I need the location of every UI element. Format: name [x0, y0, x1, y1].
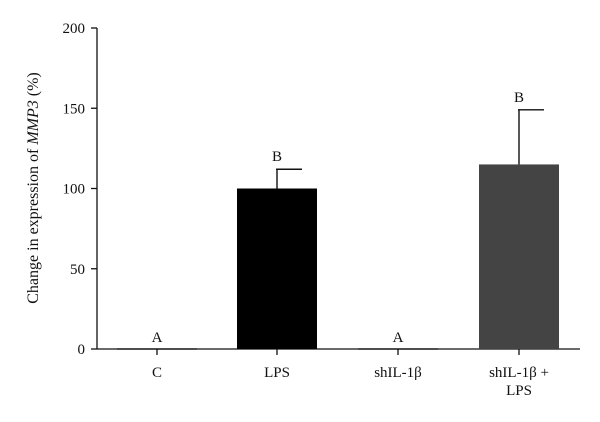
- bar: [117, 348, 197, 350]
- x-tick-label-line: shIL-1β +: [489, 365, 549, 381]
- significance-letter: A: [152, 330, 163, 346]
- x-tick-label: C: [152, 365, 162, 381]
- y-tick-label: 50: [70, 262, 85, 278]
- significance-letter: B: [272, 149, 282, 165]
- bar: [479, 164, 559, 349]
- y-axis-label-prefix: Change in expression of: [25, 145, 42, 304]
- bar: [237, 188, 317, 349]
- y-axis-label: Change in expression of MMP3 (%): [25, 72, 42, 304]
- x-tick-label-line: LPS: [264, 365, 290, 381]
- x-tick-label: shIL-1β: [374, 365, 422, 381]
- significance-letter: A: [393, 330, 404, 346]
- x-tick-label: shIL-1β + LPS: [489, 365, 549, 399]
- y-tick-label: 150: [63, 101, 86, 117]
- y-tick-label: 100: [63, 182, 86, 198]
- y-axis-label-gene: MMP3: [25, 100, 42, 145]
- y-tick-label: 200: [63, 21, 86, 37]
- y-axis-label-suffix: (%): [25, 72, 42, 100]
- x-tick-label-line: C: [152, 365, 162, 381]
- x-tick-label-line: LPS: [506, 383, 532, 399]
- significance-letter: B: [514, 90, 524, 106]
- x-tick-label-line: shIL-1β: [374, 365, 422, 381]
- x-tick-label: LPS: [264, 365, 290, 381]
- bar: [358, 348, 438, 350]
- y-tick-label: 0: [78, 342, 86, 358]
